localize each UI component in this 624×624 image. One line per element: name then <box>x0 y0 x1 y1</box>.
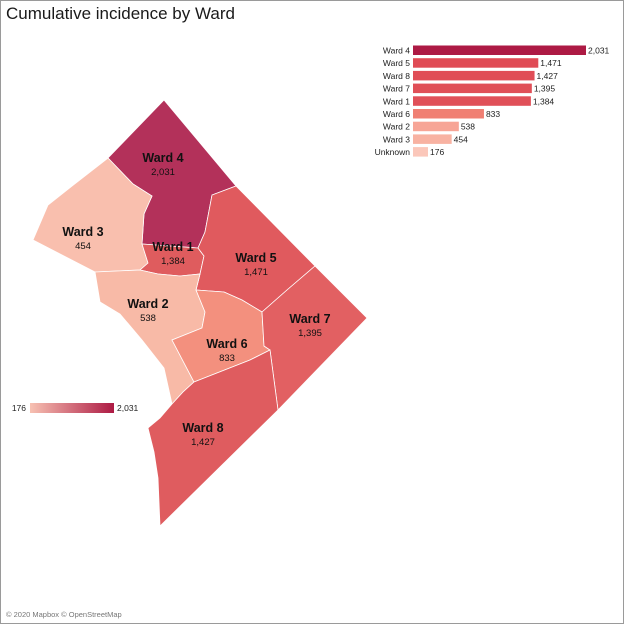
bar-label-ward-6: Ward 6 <box>383 109 410 119</box>
bar-label-ward-7: Ward 7 <box>383 84 410 94</box>
bar-value-ward-1: 1,384 <box>533 96 555 106</box>
bar-value-ward-8: 1,427 <box>537 71 559 81</box>
ward-7-label: Ward 7 <box>289 312 330 326</box>
bar-unknown[interactable] <box>413 147 428 157</box>
ward-3-label: Ward 3 <box>62 225 103 239</box>
bar-label-ward-3: Ward 3 <box>383 134 410 144</box>
ward-bar-chart: Ward 4 2,031 Ward 5 1,471 Ward 8 1,427 Ward 7 1… <box>375 45 610 157</box>
ward-3-value: 454 <box>75 241 91 252</box>
legend-min-label: 176 <box>12 403 26 413</box>
ward-map: Ward 4 2,031 Ward 3 454 Ward 1 1,384 War… <box>32 99 368 527</box>
ward-4-label: Ward 4 <box>142 151 183 165</box>
bar-label-ward-4: Ward 4 <box>383 46 410 56</box>
bar-ward-8[interactable] <box>413 70 535 81</box>
bar-value-ward-7: 1,395 <box>534 84 556 94</box>
bar-ward-3[interactable] <box>413 134 452 144</box>
color-legend: 176 2,031 <box>12 403 139 413</box>
ward-6-label: Ward 6 <box>206 337 247 351</box>
bar-value-ward-5: 1,471 <box>540 58 562 68</box>
ward-1-value: 1,384 <box>161 256 185 267</box>
ward-8-label: Ward 8 <box>182 421 223 435</box>
bar-ward-6[interactable] <box>413 109 484 119</box>
ward-8-value: 1,427 <box>191 437 215 448</box>
ward-1-label: Ward 1 <box>152 240 193 254</box>
legend-max-label: 2,031 <box>117 403 139 413</box>
bar-label-ward-2: Ward 2 <box>383 122 410 132</box>
bar-ward-5[interactable] <box>413 58 539 68</box>
bar-ward-2[interactable] <box>413 121 459 132</box>
ward-6-value: 833 <box>219 353 235 364</box>
ward-7-value: 1,395 <box>298 328 322 339</box>
ward-4-value: 2,031 <box>151 167 175 178</box>
ward-5-label: Ward 5 <box>235 251 276 265</box>
bar-label-ward-8: Ward 8 <box>383 71 410 81</box>
ward-8-region[interactable] <box>147 349 279 527</box>
ward-5-value: 1,471 <box>244 267 268 278</box>
bar-label-ward-1: Ward 1 <box>383 96 410 106</box>
ward-7-region[interactable] <box>261 265 368 411</box>
bar-label-ward-5: Ward 5 <box>383 58 410 68</box>
bar-value-ward-6: 833 <box>486 109 500 119</box>
page-title: Cumulative incidence by Ward <box>6 4 235 23</box>
map-attribution: © 2020 Mapbox © OpenStreetMap <box>6 610 122 619</box>
bar-value-ward-2: 538 <box>461 122 475 132</box>
bar-ward-1[interactable] <box>413 96 531 106</box>
bar-value-unknown: 176 <box>430 147 444 157</box>
bar-value-ward-3: 454 <box>454 134 468 144</box>
ward-2-value: 538 <box>140 313 156 324</box>
ward-2-label: Ward 2 <box>127 297 168 311</box>
legend-gradient-bar <box>30 403 114 413</box>
bar-ward-4[interactable] <box>413 45 586 56</box>
bar-ward-7[interactable] <box>413 83 532 94</box>
bar-value-ward-4: 2,031 <box>588 46 610 56</box>
bar-label-unknown: Unknown <box>375 147 411 157</box>
